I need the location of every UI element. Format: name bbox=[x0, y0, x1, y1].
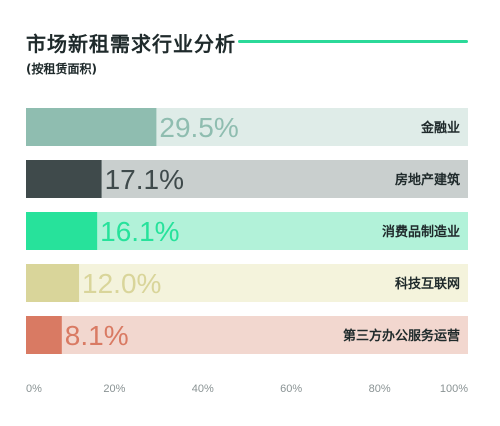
title-accent-line bbox=[238, 40, 468, 43]
bar-track bbox=[26, 316, 468, 354]
x-tick-label: 20% bbox=[103, 383, 125, 395]
category-label: 第三方办公服务运营 bbox=[343, 328, 460, 344]
x-tick-label: 100% bbox=[440, 383, 468, 395]
data-label: 29.5% bbox=[159, 112, 238, 143]
category-label: 科技互联网 bbox=[395, 276, 460, 292]
page-title: 市场新租需求行业分析 bbox=[26, 32, 236, 56]
x-tick-label: 40% bbox=[192, 383, 214, 395]
bar bbox=[26, 264, 80, 302]
bar bbox=[26, 108, 157, 146]
data-label: 17.1% bbox=[105, 164, 184, 195]
bar-track bbox=[26, 212, 468, 250]
category-label: 消费品制造业 bbox=[382, 224, 460, 240]
bar bbox=[26, 316, 62, 354]
bar-track bbox=[26, 264, 468, 302]
data-label: 8.1% bbox=[65, 320, 129, 351]
category-label: 金融业 bbox=[420, 120, 460, 136]
bar bbox=[26, 212, 98, 250]
x-tick-label: 80% bbox=[369, 383, 391, 395]
data-label: 12.0% bbox=[82, 268, 161, 299]
bar bbox=[26, 160, 102, 198]
x-tick-label: 0% bbox=[26, 383, 42, 395]
page-subtitle: (按租赁面积) bbox=[26, 62, 97, 76]
data-label: 16.1% bbox=[100, 216, 179, 247]
category-label: 房地产建筑 bbox=[395, 172, 460, 188]
x-tick-label: 60% bbox=[280, 383, 302, 395]
